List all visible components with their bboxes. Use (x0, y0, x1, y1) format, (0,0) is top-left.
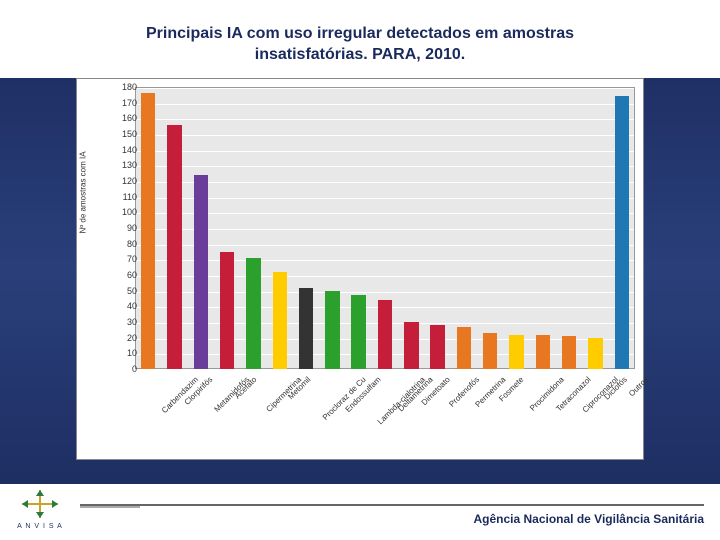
y-tick-label: 130 (97, 160, 137, 170)
bar (299, 288, 313, 369)
slide-title: Principais IA com uso irregular detectad… (0, 24, 720, 66)
bar (483, 333, 497, 369)
y-tick-label: 120 (97, 176, 137, 186)
y-tick-label: 30 (97, 317, 137, 327)
y-tick-label: 20 (97, 333, 137, 343)
y-tick-label: 170 (97, 98, 137, 108)
bar (457, 327, 471, 369)
bar (220, 252, 234, 370)
x-tick-label: Outros (627, 375, 650, 398)
bar (194, 175, 208, 369)
y-tick-label: 60 (97, 270, 137, 280)
bars-layer (135, 87, 635, 369)
bar (404, 322, 418, 369)
y-tick-label: 40 (97, 301, 137, 311)
anvisa-logo: A N V I S A (10, 488, 70, 530)
slide: Principais IA com uso irregular detectad… (0, 0, 720, 540)
bar (378, 300, 392, 369)
title-line-1: Principais IA com uso irregular detectad… (146, 25, 574, 42)
footer-agency-text: Agência Nacional de Vigilância Sanitária (473, 512, 704, 526)
footer: Agência Nacional de Vigilância Sanitária… (0, 484, 720, 540)
bar (430, 325, 444, 369)
bar (509, 335, 523, 369)
bar (141, 93, 155, 369)
y-tick-label: 160 (97, 113, 137, 123)
y-tick-label: 70 (97, 254, 137, 264)
bar (562, 336, 576, 369)
bar (246, 258, 260, 369)
y-tick-label: 80 (97, 239, 137, 249)
bar (536, 335, 550, 369)
y-axis-title: Nº de amostras com IA (79, 151, 88, 233)
bar (588, 338, 602, 369)
y-tick-label: 0 (97, 364, 137, 374)
y-tick-label: 140 (97, 145, 137, 155)
bar (615, 96, 629, 369)
svg-text:A N V I S A: A N V I S A (17, 523, 63, 530)
y-tick-label: 150 (97, 129, 137, 139)
bar (167, 125, 181, 369)
y-tick-label: 10 (97, 348, 137, 358)
bar (325, 291, 339, 369)
y-tick-label: 180 (97, 82, 137, 92)
title-line-2: insatisfatórias. PARA, 2010. (255, 46, 465, 63)
bar (273, 272, 287, 369)
bar (351, 295, 365, 369)
y-tick-label: 100 (97, 207, 137, 217)
y-tick-label: 90 (97, 223, 137, 233)
grid-line (136, 370, 634, 371)
y-tick-label: 110 (97, 192, 137, 202)
chart-panel: Nº de amostras com IA CarbendazimClorpir… (76, 78, 644, 460)
footer-divider (80, 504, 704, 506)
y-tick-label: 50 (97, 286, 137, 296)
